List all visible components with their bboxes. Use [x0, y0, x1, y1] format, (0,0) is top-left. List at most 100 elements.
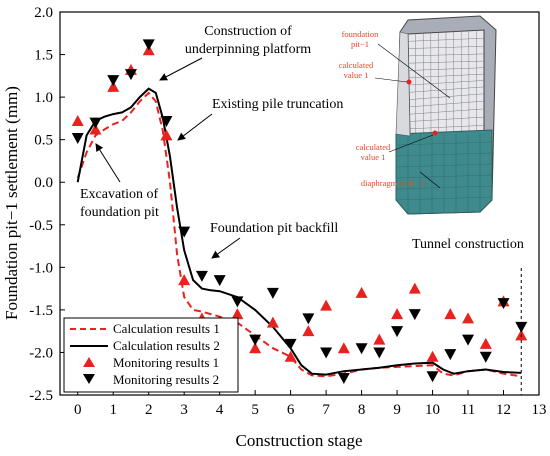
mesh-line	[407, 67, 485, 71]
annotation-excavation-line2: foundation pit	[80, 205, 159, 220]
annotation-tunnel: Tunnel construction	[412, 237, 524, 252]
mesh-line	[407, 53, 485, 57]
inset-mesh-grid	[407, 30, 485, 136]
data-point-triangle-up	[231, 308, 244, 320]
y-tick-label: -1.0	[29, 260, 53, 276]
data-point-triangle-up	[284, 350, 297, 362]
x-tick-label: 12	[496, 402, 511, 418]
x-tick-label: 4	[216, 402, 224, 418]
mesh-line	[407, 116, 485, 122]
data-point-triangle-up	[178, 274, 191, 286]
data-point-triangle-up	[444, 308, 457, 320]
inset-left-strip	[395, 31, 411, 137]
data-point-triangle-down	[479, 351, 492, 363]
y-tick-label: 1.5	[34, 48, 53, 64]
mesh-line	[407, 125, 485, 130]
mesh-line	[407, 80, 485, 86]
wall-grid-line	[395, 152, 493, 157]
annotation-platform-line1: Construction of	[204, 24, 292, 39]
data-point-triangle-down	[89, 117, 102, 129]
data-point-triangle-up	[320, 299, 333, 311]
data-point-triangle-down	[337, 372, 350, 384]
legend-label-mon1: Monitoring results 1	[113, 355, 219, 370]
data-point-triangle-up	[408, 282, 421, 294]
data-point-triangle-up	[426, 350, 439, 362]
x-tick-label: 7	[322, 402, 330, 418]
y-tick-label: -0.5	[29, 218, 53, 234]
y-tick-label: 0.0	[34, 175, 53, 191]
data-point-triangle-up	[355, 286, 368, 298]
data-point-triangle-down	[426, 371, 439, 383]
legend-label-calc2: Calculation results 2	[113, 338, 220, 353]
x-axis-label: Construction stage	[235, 431, 362, 450]
annotation-backfill: Foundation pit backfill	[210, 221, 338, 236]
annotation-backfill-arrow	[211, 237, 241, 259]
inset-label-calc-bottom-line2: value 1	[361, 152, 386, 162]
data-point-triangle-down	[408, 309, 421, 321]
data-point-triangle-up	[479, 337, 492, 349]
wall-grid-line	[395, 174, 493, 179]
legend-label-calc1: Calculation results 1	[113, 321, 220, 336]
data-point-triangle-up	[71, 114, 84, 126]
y-tick-label: 1.0	[34, 90, 53, 106]
x-tick-label: 2	[145, 402, 153, 418]
data-point-triangle-down	[266, 287, 279, 299]
data-point-triangle-up	[337, 342, 350, 354]
inset-model-figure: foundation pit−1 calculated value 1 calc…	[339, 15, 497, 215]
data-point-triangle-down	[284, 338, 297, 350]
x-tick-label: 1	[109, 402, 117, 418]
inset-label-calc-bottom-line1: calculated	[356, 142, 391, 152]
data-point-triangle-down	[462, 334, 475, 346]
data-point-triangle-up	[462, 312, 475, 324]
data-point-triangle-down	[373, 347, 386, 359]
annotation-excavation-line1: Excavation of	[80, 187, 158, 202]
data-point-triangle-down	[231, 296, 244, 308]
data-point-triangle-up	[266, 316, 279, 328]
mesh-line	[407, 108, 485, 115]
x-tick-label: 11	[461, 402, 475, 418]
annotation-excavation-arrow	[95, 143, 121, 183]
inset-label-calc-top-line2: value 1	[344, 70, 369, 80]
y-axis-label: Foundation pit−1 settlement (mm)	[2, 86, 21, 320]
mesh-line	[407, 60, 485, 64]
wall-grid-line	[395, 141, 493, 146]
y-tick-label: 0.5	[34, 133, 53, 149]
x-tick-label: 9	[393, 402, 401, 418]
data-point-triangle-down	[515, 321, 528, 333]
inset-leader-pit	[377, 43, 451, 99]
mesh-line	[407, 38, 485, 42]
legend-box	[63, 317, 239, 393]
y-tick-label: -2.0	[29, 345, 53, 361]
data-point-triangle-down	[249, 334, 262, 346]
wall-grid-line	[395, 196, 493, 201]
annotation-pile-arrow	[177, 113, 213, 141]
x-axis: 0 1 2 3 4 5 6 7 8 9 10 11 12 13	[74, 390, 547, 418]
x-tick-label: 6	[287, 402, 295, 418]
mesh-line	[407, 86, 485, 93]
data-point-triangle-down	[178, 226, 191, 238]
x-tick-label: 10	[425, 402, 440, 418]
data-point-triangle-down	[320, 347, 333, 359]
annotation-platform-line2: underpinning platform	[185, 42, 311, 57]
mesh-line	[407, 93, 485, 100]
wall-grid-line	[395, 185, 493, 190]
inset-label-pit-line2: pit−1	[351, 39, 369, 49]
mesh-line	[407, 46, 485, 49]
data-point-triangle-down	[160, 115, 173, 127]
data-point-triangle-up	[302, 325, 315, 337]
x-tick-label: 0	[74, 402, 82, 418]
y-tick-label: 2.0	[34, 5, 53, 21]
wall-grid-line	[395, 163, 493, 168]
data-point-triangle-down	[71, 132, 84, 144]
legend-swatch-mon2	[83, 374, 95, 384]
inset-label-pit-line1: foundation	[342, 29, 380, 39]
data-point-triangle-up	[249, 342, 262, 354]
data-point-triangle-down	[355, 343, 368, 355]
y-axis: 2.0 1.5 1.0 0.5 0.0 -0.5 -1.0 -1.5 -2.0 -2.5	[29, 5, 65, 404]
plot-frame	[59, 11, 540, 396]
inset-leader-wall	[419, 171, 441, 189]
data-point-triangle-up	[160, 129, 173, 141]
x-tick-label: 13	[532, 402, 547, 418]
data-point-triangle-down	[497, 298, 510, 310]
legend-label-mon2: Monitoring results 2	[113, 372, 219, 387]
